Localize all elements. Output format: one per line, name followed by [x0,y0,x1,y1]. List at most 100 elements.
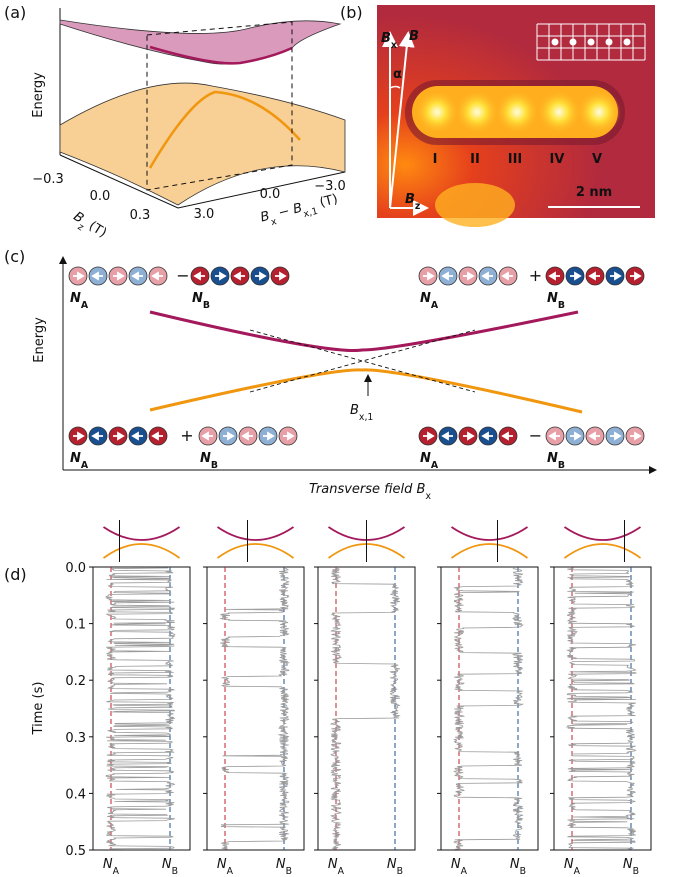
text-part: x,1 [359,412,373,423]
field-label: Bx [381,31,397,51]
text-part: x,1 [302,205,319,219]
text-part: A [431,300,439,311]
spin-arrow [241,431,253,441]
y-tick-label: 0.5 [65,844,86,859]
spin-arrow [151,431,163,441]
text-part: B [405,192,415,207]
tick-label: 0.3 [130,208,151,223]
tick-label: −3.0 [314,179,346,194]
spin-arrow [570,431,582,441]
x-label: NA [217,857,234,877]
text-part: N [420,451,431,466]
text-part: A [431,460,439,471]
tick-label: 0.0 [260,187,281,202]
sign: + [180,426,193,445]
mini-lower [216,543,295,559]
panel-d: (d)Time (s)0.00.10.20.30.40.5NA NB NA NB NA N… [4,520,652,877]
text-part: B [409,29,419,44]
y-tick-label: 0.4 [65,787,86,802]
tick-label: −0.3 [32,172,64,187]
text-part: x [270,216,278,228]
spin-arrow [588,271,600,281]
stm-spot [455,90,499,134]
panel-b [377,5,655,227]
state-label: NA [420,291,439,311]
state-label: NA [420,451,439,471]
state-label: NA [70,291,89,311]
text-part: N [276,857,286,872]
x-label: NA [451,857,468,877]
text-part: N [217,857,227,872]
axis-label: Energy [31,72,46,118]
x-label: NA [103,857,120,877]
spin-arrow [481,431,493,441]
panel-label: (d) [4,565,27,584]
spin-arrow [223,431,235,441]
state-label: NB [200,451,218,471]
site-label: II [470,152,480,167]
spin-arrow [441,271,453,281]
text-part: N [70,451,81,466]
mini-lower [102,543,181,559]
spin-arrow [113,271,125,281]
text-part: N [547,451,558,466]
axis-label: Time (s) [31,682,46,736]
spin-arrow [463,271,475,281]
tick-label: 0.0 [90,189,111,204]
dashed-plane [146,21,293,191]
axis-label: Energy [32,317,47,363]
text-part: A [338,866,345,877]
text-part: N [387,857,397,872]
text-part: z [415,201,420,212]
spin-arrow [570,271,582,281]
y-tick-label: 0.0 [65,561,86,576]
panel-a [59,8,346,209]
text-part: N [420,291,431,306]
spin-arrow [255,271,267,281]
y-tick-label: 0.2 [65,674,86,689]
stm-spot [577,90,621,134]
x-label: NB [162,857,178,877]
text-part: B [558,460,565,471]
lattice-atom [551,38,559,46]
text-part: B [633,866,639,877]
upper-surface [59,19,342,65]
mini-lower [563,543,642,559]
text-part: A [574,866,581,877]
text-part: z [76,221,86,233]
site-label: III [508,152,523,167]
spin-arrow [201,431,213,441]
text-part: N [70,291,81,306]
state-label: NA [70,451,89,471]
x-label: NA [564,857,581,877]
x-label: NB [276,857,292,877]
trace [104,567,176,850]
diabatic-levels [249,329,476,393]
text-part: N [510,857,520,872]
y-tick-label: 0.3 [65,731,86,746]
text-part: B [381,31,391,46]
y-tick-label: 0.1 [65,618,86,633]
text-part: A [81,460,89,471]
spin-arrow [113,431,125,441]
spin-arrow [215,271,227,281]
text-part: N [162,857,172,872]
plot-frame [553,566,652,851]
mini-upper [563,526,642,541]
lattice-atom [623,38,631,46]
x-label: NB [387,857,403,877]
text-part: N [547,291,558,306]
spin-arrow [275,271,287,281]
state-label: NB [547,291,565,311]
text-part: (T) [314,192,339,212]
spin-arrow [630,271,642,281]
spin-arrow [151,271,163,281]
sign: − [529,426,542,445]
lattice-atom [569,38,577,46]
spin-arrow [548,271,560,281]
sign: − [176,266,189,285]
stm-feature [435,183,515,227]
spin-arrow [610,271,622,281]
